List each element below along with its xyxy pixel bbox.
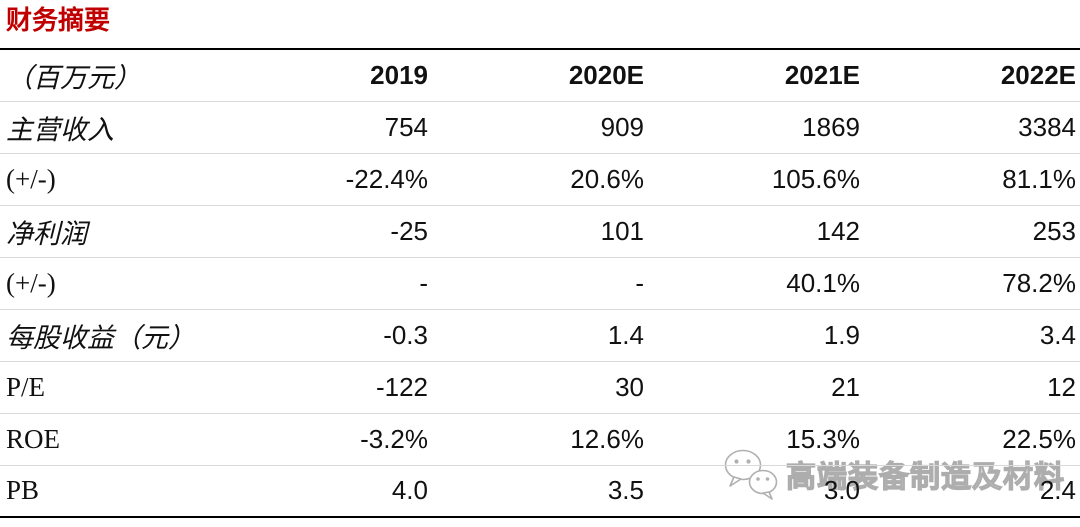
watermark-text: 高端装备制造及材料 <box>785 460 1065 494</box>
table-cell: -3.2% <box>216 413 432 466</box>
table-cell: 909 <box>432 101 648 154</box>
table-cell: 78.2% <box>864 257 1080 310</box>
table-cell: 20.6% <box>432 153 648 206</box>
financial-summary-table: （百万元） 2019 2020E 2021E 2022E 主营收入 754 90… <box>0 48 1080 518</box>
table-cell: 15.3% <box>648 413 864 466</box>
table-cell: 21 <box>648 361 864 414</box>
table-cell: 142 <box>648 205 864 258</box>
table-cell: 1.9 <box>648 309 864 362</box>
column-header-unit: （百万元） <box>0 49 216 102</box>
table-cell: 1.4 <box>432 309 648 362</box>
table-cell: -122 <box>216 361 432 414</box>
table-cell: -25 <box>216 205 432 258</box>
table-row-eps: 每股收益（元） -0.3 1.4 1.9 3.4 <box>0 309 1080 362</box>
table-cell: 253 <box>864 205 1080 258</box>
table-header-row: （百万元） 2019 2020E 2021E 2022E <box>0 49 1080 102</box>
column-header-2021e: 2021E <box>648 49 864 102</box>
page-title: 财务摘要 <box>6 5 111 35</box>
table-cell: -22.4% <box>216 153 432 206</box>
table-cell: - <box>432 257 648 310</box>
row-label: PB <box>6 475 40 506</box>
table-cell: 12.6% <box>432 413 648 466</box>
table-cell: 81.1% <box>864 153 1080 206</box>
table-cell: 40.1% <box>648 257 864 310</box>
table-cell: - <box>216 257 432 310</box>
title-bar: 财务摘要 <box>0 0 1080 48</box>
row-label: P/E <box>0 361 216 414</box>
table-cell: 3.0 <box>823 475 860 506</box>
table-row-pb: PB 4.0 3.5 3.0 2.4 <box>0 465 1080 517</box>
table-row-revenue: 主营收入 754 909 1869 3384 <box>0 101 1080 154</box>
table-cell: 3384 <box>864 101 1080 154</box>
table-cell: 4.0 <box>391 475 428 506</box>
table-cell: -0.3 <box>216 309 432 362</box>
table-cell: 101 <box>432 205 648 258</box>
table-row-revenue-growth: (+/-) -22.4% 20.6% 105.6% 81.1% <box>0 153 1080 206</box>
row-label: (+/-) <box>0 257 216 310</box>
row-label: (+/-) <box>0 153 216 206</box>
table-row-roe: ROE -3.2% 12.6% 15.3% 22.5% <box>0 413 1080 466</box>
table-cell: 105.6% <box>648 153 864 206</box>
table-cell: 30 <box>432 361 648 414</box>
table-row-pe: P/E -122 30 21 12 <box>0 361 1080 414</box>
table-cell: 754 <box>216 101 432 154</box>
row-label: ROE <box>0 413 216 466</box>
row-label: 每股收益（元） <box>0 309 216 362</box>
table-cell: 1869 <box>648 101 864 154</box>
table-row-net-profit: 净利润 -25 101 142 253 <box>0 205 1080 258</box>
column-header-2019: 2019 <box>216 49 432 102</box>
table-cell: 22.5% <box>864 413 1080 466</box>
column-header-2020e: 2020E <box>432 49 648 102</box>
row-label: 净利润 <box>0 205 216 258</box>
table-row-net-profit-growth: (+/-) - - 40.1% 78.2% <box>0 257 1080 310</box>
table-cell: 2.4 <box>1039 475 1076 506</box>
column-header-2022e: 2022E <box>864 49 1080 102</box>
row-label: 主营收入 <box>0 101 216 154</box>
table-cell: 12 <box>864 361 1080 414</box>
table-cell: 3.5 <box>607 475 644 506</box>
table-cell: 3.4 <box>864 309 1080 362</box>
